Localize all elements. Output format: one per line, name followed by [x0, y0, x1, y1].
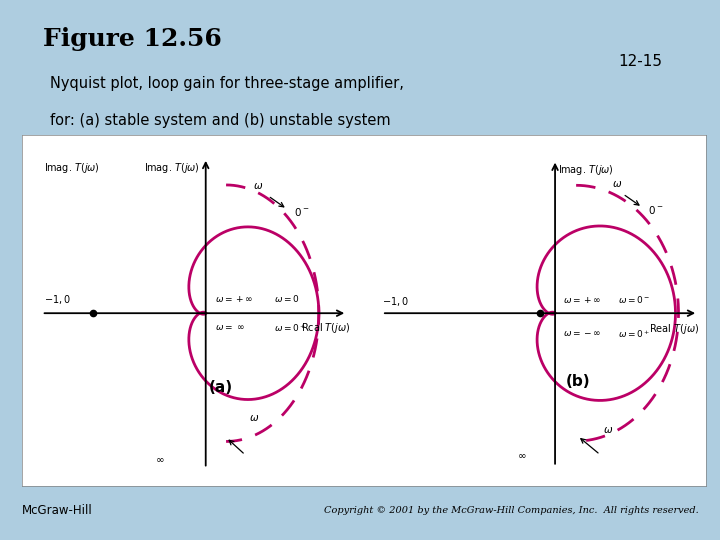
- Text: Nyquist plot, loop gain for three-stage amplifier,: Nyquist plot, loop gain for three-stage …: [50, 76, 404, 91]
- Text: $\omega=+\infty$: $\omega=+\infty$: [562, 295, 600, 305]
- Text: Imag. $T(j\omega)$: Imag. $T(j\omega)$: [558, 163, 614, 177]
- Text: $\omega$: $\omega$: [253, 181, 264, 191]
- Text: Figure 12.56: Figure 12.56: [43, 27, 222, 51]
- Text: $\omega$: $\omega$: [603, 424, 613, 435]
- Text: $\omega=-\infty$: $\omega=-\infty$: [562, 328, 600, 338]
- Text: $-1, 0$: $-1, 0$: [382, 295, 409, 308]
- Text: Rcal $T(j\omega)$: Rcal $T(j\omega)$: [301, 321, 351, 335]
- Text: $\infty$: $\infty$: [518, 450, 527, 460]
- Text: Imag. $T(j\omega)$: Imag. $T(j\omega)$: [44, 160, 100, 174]
- Text: (b): (b): [565, 374, 590, 389]
- Text: Copyright © 2001 by the McGraw-Hill Companies, Inc.  All rights reserved.: Copyright © 2001 by the McGraw-Hill Comp…: [324, 506, 698, 515]
- Text: (a): (a): [208, 380, 233, 395]
- Text: $\omega=0$: $\omega=0$: [274, 293, 300, 303]
- Text: $\omega=+\infty$: $\omega=+\infty$: [215, 294, 253, 303]
- Text: McGraw-Hill: McGraw-Hill: [22, 504, 92, 517]
- Text: $\omega$: $\omega$: [248, 413, 259, 423]
- Text: $0^-$: $0^-$: [294, 206, 310, 218]
- Text: $\omega$: $\omega$: [612, 179, 623, 189]
- Text: Imag. $T(j\omega)$: Imag. $T(j\omega)$: [144, 160, 200, 174]
- Text: $\infty$: $\infty$: [155, 454, 164, 464]
- Text: $-1, 0$: $-1, 0$: [44, 293, 71, 306]
- Text: $\omega=0^+$: $\omega=0^+$: [618, 328, 650, 340]
- Text: $\omega=0^-$: $\omega=0^-$: [618, 294, 651, 305]
- Text: $\omega=0^+$: $\omega=0^+$: [274, 322, 306, 334]
- Text: Real $T(j\omega)$: Real $T(j\omega)$: [649, 322, 700, 336]
- Text: for: (a) stable system and (b) unstable system: for: (a) stable system and (b) unstable …: [50, 113, 391, 129]
- Text: $\omega=\ \infty$: $\omega=\ \infty$: [215, 322, 245, 332]
- Text: 12-15: 12-15: [618, 54, 662, 69]
- Text: $0^-$: $0^-$: [649, 204, 664, 217]
